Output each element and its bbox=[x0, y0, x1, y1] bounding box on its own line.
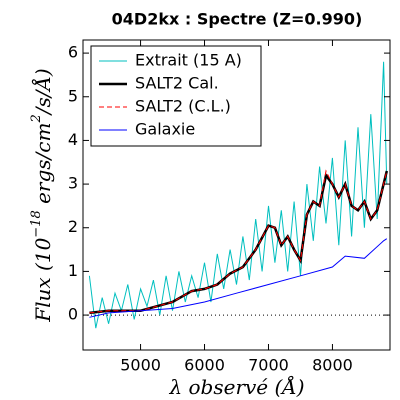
y-label-exponent: 2 bbox=[29, 114, 44, 123]
y-axis-label: Flux (10−18 ergs/cm2/s/Å) bbox=[29, 68, 55, 323]
series-line bbox=[89, 169, 388, 314]
legend-label: Galaxie bbox=[135, 120, 195, 139]
x-label-part: observé bbox=[182, 375, 268, 399]
legend-box bbox=[90, 45, 262, 147]
x-tick-label: 6000 bbox=[184, 356, 225, 375]
plot-frame bbox=[82, 39, 391, 351]
x-axis-label: λ observé (Å) bbox=[168, 374, 304, 399]
series-line bbox=[89, 238, 388, 318]
y-label-part: (10 bbox=[31, 237, 55, 277]
series-line bbox=[88, 61, 388, 329]
y-tick-label: 1 bbox=[68, 261, 78, 280]
chart-title: 04D2kx : Spectre (Z=0.990) bbox=[112, 10, 363, 29]
y-tick-label: 0 bbox=[68, 305, 78, 324]
series-line bbox=[89, 170, 389, 315]
legend-label: Extrait (15 A) bbox=[135, 51, 242, 70]
x-label-part: (Å) bbox=[268, 374, 304, 399]
x-tick-label: 8000 bbox=[312, 356, 353, 375]
x-tick-label: 5000 bbox=[120, 356, 161, 375]
x-label-part: λ bbox=[168, 375, 182, 399]
y-label-part: Flux bbox=[31, 277, 55, 322]
y-tick-label: 2 bbox=[68, 217, 78, 236]
y-label-exponent: −18 bbox=[29, 210, 44, 237]
x-tick-label: 7000 bbox=[248, 356, 289, 375]
legend-label: SALT2 Cal. bbox=[135, 74, 219, 93]
y-label-part: ergs/cm bbox=[31, 123, 55, 211]
y-label-part: /s/Å) bbox=[30, 68, 55, 116]
y-tick-label: 5 bbox=[68, 86, 78, 105]
y-tick-label: 6 bbox=[68, 43, 78, 62]
legend-label: SALT2 (C.L.) bbox=[135, 97, 231, 116]
plot bbox=[83, 61, 390, 329]
y-tick-label: 4 bbox=[68, 130, 78, 149]
y-tick-label: 3 bbox=[68, 174, 78, 193]
